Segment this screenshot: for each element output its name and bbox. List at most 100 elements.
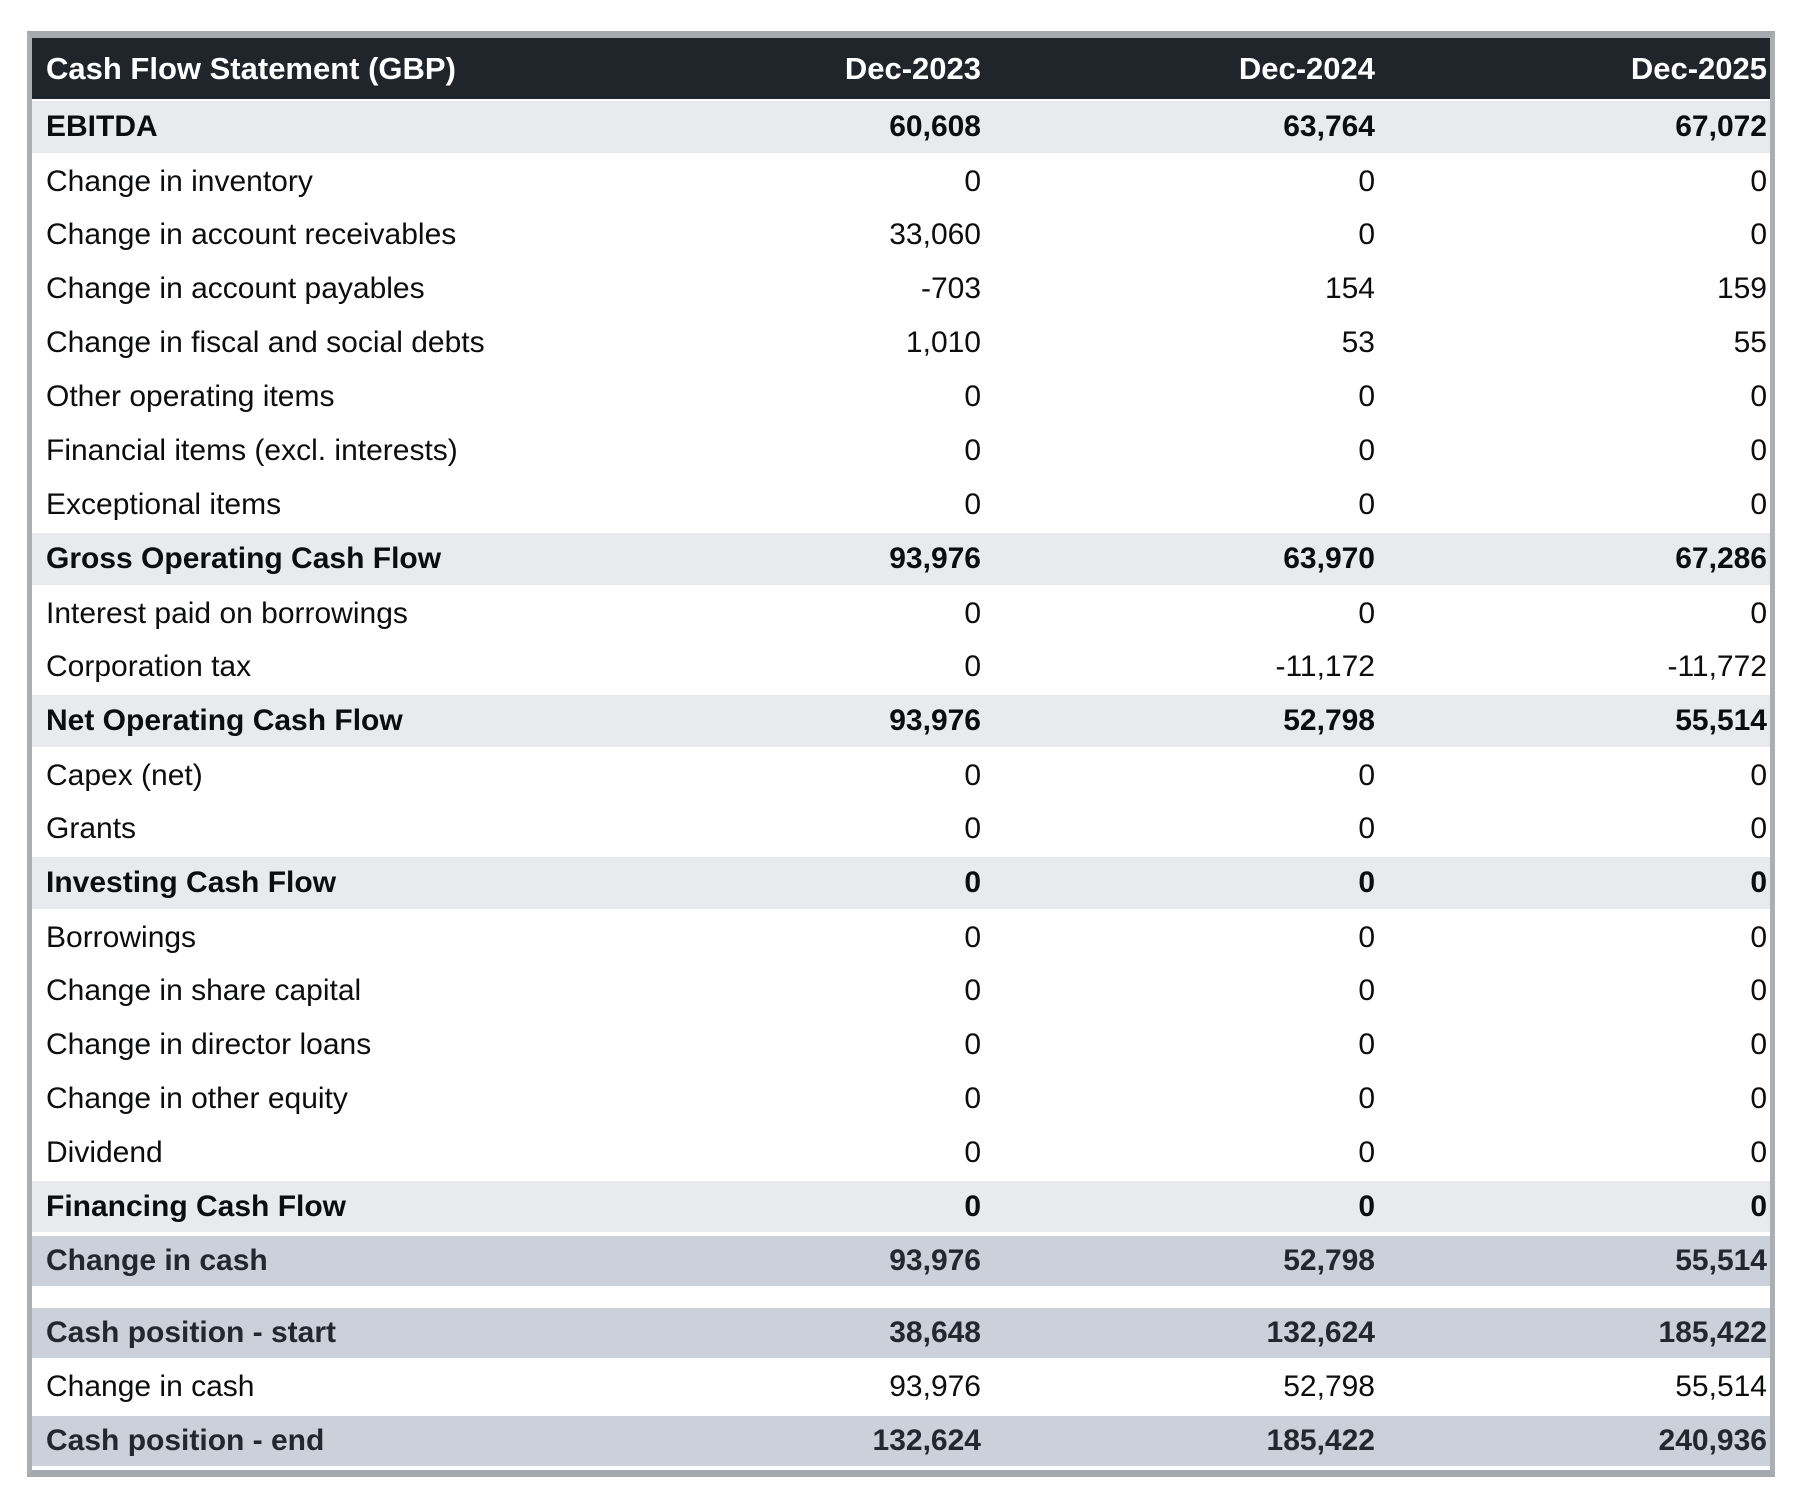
row-label: Borrowings [32,910,672,964]
cell-value: 0 [672,478,984,532]
row-label: Change in account receivables [32,208,672,262]
row-label: Change in fiscal and social debts [32,316,672,370]
cell-value: 0 [984,1018,1378,1072]
cell-value: 0 [1378,586,1770,640]
cell-value: 0 [984,802,1378,856]
table-row: Change in account receivables 33,060 0 0 [32,208,1770,262]
row-label: Change in account payables [32,262,672,316]
cell-value: 0 [984,478,1378,532]
cell-value: 0 [1378,1126,1770,1180]
cell-value: 159 [1378,262,1770,316]
cell-value: 93,976 [672,1232,984,1290]
table-row: Change in inventory 0 0 0 [32,154,1770,208]
cell-value: 0 [672,910,984,964]
table-row: Financial items (excl. interests) 0 0 0 [32,424,1770,478]
cell-value: 0 [1378,154,1770,208]
table-row: EBITDA 60,608 63,764 67,072 [32,99,1770,155]
table-row: Grants 0 0 0 [32,802,1770,856]
row-label: Financial items (excl. interests) [32,424,672,478]
row-label: Change in cash [32,1360,672,1414]
cell-value: 38,648 [672,1304,984,1362]
cell-value: 0 [1378,910,1770,964]
row-label: Change in share capital [32,964,672,1018]
cell-value: 0 [984,208,1378,262]
table-row: Investing Cash Flow 0 0 0 [32,855,1770,911]
row-label: Financing Cash Flow [32,1179,672,1235]
cell-value: 0 [672,802,984,856]
cell-value: 55,514 [1378,1232,1770,1290]
table-row: Borrowings 0 0 0 [32,910,1770,964]
cell-value: 0 [672,586,984,640]
cell-value: 53 [984,316,1378,370]
cash-flow-table: Cash Flow Statement (GBP) Dec-2023 Dec-2… [32,38,1770,1470]
cell-value: 154 [984,262,1378,316]
cell-value: 55,514 [1378,693,1770,749]
row-label: Other operating items [32,370,672,424]
cell-value: 55 [1378,316,1770,370]
row-label: Investing Cash Flow [32,855,672,911]
cell-value: 0 [1378,424,1770,478]
cell-value: 52,798 [984,693,1378,749]
cell-value: 0 [672,154,984,208]
table-body: EBITDA 60,608 63,764 67,072 Change in invent… [32,99,1770,1470]
cell-value: 93,976 [672,531,984,587]
cell-value: 0 [984,424,1378,478]
row-label: EBITDA [32,99,672,155]
spacer-row [32,1288,1770,1306]
cell-value: 0 [984,1126,1378,1180]
cell-value: 0 [672,855,984,911]
table-row: Change in cash 93,976 52,798 55,514 [32,1232,1770,1290]
table-row: Change in account payables -703 154 159 [32,262,1770,316]
cash-flow-statement-table: Cash Flow Statement (GBP) Dec-2023 Dec-2… [27,31,1775,1477]
cell-value: -11,172 [984,640,1378,694]
cell-value: 0 [1378,855,1770,911]
row-label: Change in cash [32,1232,672,1290]
cell-value: 60,608 [672,99,984,155]
cell-value: 52,798 [984,1360,1378,1414]
cell-value: 0 [984,586,1378,640]
cell-value: 1,010 [672,316,984,370]
table-row: Dividend 0 0 0 [32,1126,1770,1180]
cell-value: 0 [1378,1179,1770,1235]
cell-value: 132,624 [984,1304,1378,1362]
cell-value: 33,060 [672,208,984,262]
header-row: Cash Flow Statement (GBP) Dec-2023 Dec-2… [32,38,1770,100]
row-label: Grants [32,802,672,856]
cell-value: 0 [1378,1072,1770,1126]
cell-value: 0 [672,964,984,1018]
cell-value: 0 [984,910,1378,964]
cell-value: 0 [1378,802,1770,856]
cell-value: 0 [1378,964,1770,1018]
row-label: Change in inventory [32,154,672,208]
cell-value: -703 [672,262,984,316]
cell-value: 0 [1378,370,1770,424]
cell-value: 132,624 [672,1412,984,1470]
cell-value: 0 [984,1179,1378,1235]
table-row: Change in cash 93,976 52,798 55,514 [32,1360,1770,1414]
table-row: Change in fiscal and social debts 1,010 53… [32,316,1770,370]
cell-value: 55,514 [1378,1360,1770,1414]
cell-value: 0 [672,1126,984,1180]
cell-value: 0 [1378,208,1770,262]
row-label: Change in other equity [32,1072,672,1126]
cell-value: 0 [984,855,1378,911]
table-row: Change in share capital 0 0 0 [32,964,1770,1018]
table-row: Cash position - start 38,648 132,624 185,42… [32,1304,1770,1362]
cell-value: 0 [984,748,1378,802]
cell-value: 185,422 [984,1412,1378,1470]
cell-value: -11,772 [1378,640,1770,694]
table-row: Other operating items 0 0 0 [32,370,1770,424]
table-row: Gross Operating Cash Flow 93,976 63,970 67,… [32,531,1770,587]
row-label: Net Operating Cash Flow [32,693,672,749]
cell-value: 63,970 [984,531,1378,587]
table-row: Capex (net) 0 0 0 [32,748,1770,802]
row-label: Cash position - start [32,1304,672,1362]
row-label: Change in director loans [32,1018,672,1072]
table-row: Cash position - end 132,624 185,422 240,936 [32,1412,1770,1470]
cell-value: 0 [984,964,1378,1018]
row-label: Capex (net) [32,748,672,802]
row-label: Gross Operating Cash Flow [32,531,672,587]
cell-value: 0 [672,640,984,694]
cell-value: 0 [1378,748,1770,802]
table-row: Change in director loans 0 0 0 [32,1018,1770,1072]
